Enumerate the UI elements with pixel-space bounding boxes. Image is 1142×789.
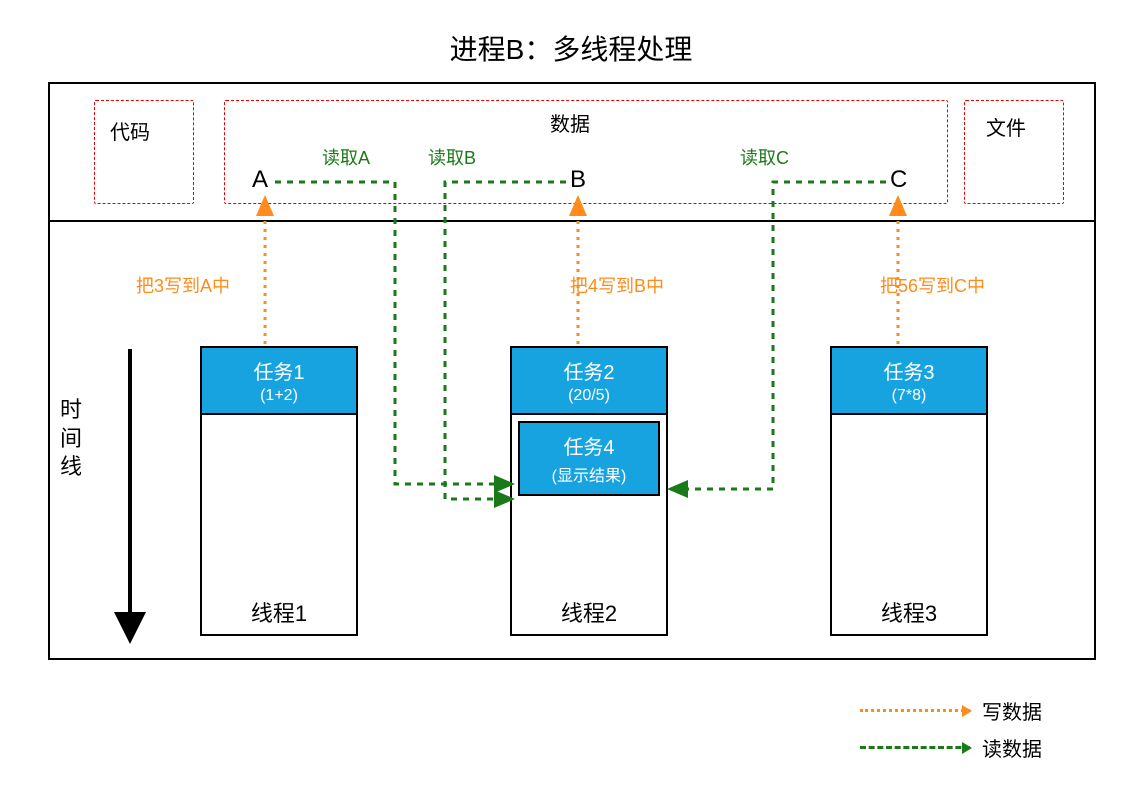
thread-3: 任务3 (7*8) 线程3: [830, 346, 988, 636]
task-title: 任务4: [524, 431, 654, 460]
data-label: 数据: [550, 108, 590, 137]
divider-line: [50, 220, 1094, 222]
task-sub: (1+2): [206, 387, 352, 405]
legend-write: 写数据: [860, 696, 1042, 725]
process-box: 代码 数据 文件 A B C 时间线 任务1 (1+2) 线程1 任务2 (20…: [48, 82, 1096, 660]
thread-label: 线程2: [512, 596, 666, 628]
read-b-label: 读取B: [428, 144, 476, 170]
legend-write-label: 写数据: [982, 696, 1042, 725]
thread-1: 任务1 (1+2) 线程1: [200, 346, 358, 636]
thread-label: 线程1: [202, 596, 356, 628]
task-sub: (20/5): [516, 387, 662, 405]
write-b-label: 把4写到B中: [570, 272, 664, 298]
legend-read: 读数据: [860, 733, 1042, 762]
diagram-title: 进程B：多线程处理: [0, 28, 1142, 68]
data-item-a: A: [252, 166, 268, 194]
thread-label: 线程3: [832, 596, 986, 628]
file-label: 文件: [986, 112, 1026, 141]
task-3: 任务3 (7*8): [832, 348, 986, 415]
read-a-label: 读取A: [322, 144, 370, 170]
thread-2: 任务2 (20/5) 任务4 (显示结果) 线程2: [510, 346, 668, 636]
data-item-b: B: [570, 166, 586, 194]
code-label: 代码: [110, 116, 150, 145]
task-title: 任务3: [836, 356, 982, 385]
legend: 写数据 读数据: [860, 696, 1042, 770]
task-title: 任务1: [206, 356, 352, 385]
task-2: 任务2 (20/5): [512, 348, 666, 415]
legend-read-label: 读数据: [982, 733, 1042, 762]
task-1: 任务1 (1+2): [202, 348, 356, 415]
data-item-c: C: [890, 166, 907, 194]
task-title: 任务2: [516, 356, 662, 385]
task-sub: (显示结果): [524, 462, 654, 486]
write-a-label: 把3写到A中: [136, 272, 230, 298]
write-c-label: 把56写到C中: [880, 272, 985, 298]
read-c-label: 读取C: [740, 144, 789, 170]
task-sub: (7*8): [836, 387, 982, 405]
task-4: 任务4 (显示结果): [518, 421, 660, 496]
timeline-label: 时间线: [60, 396, 84, 482]
